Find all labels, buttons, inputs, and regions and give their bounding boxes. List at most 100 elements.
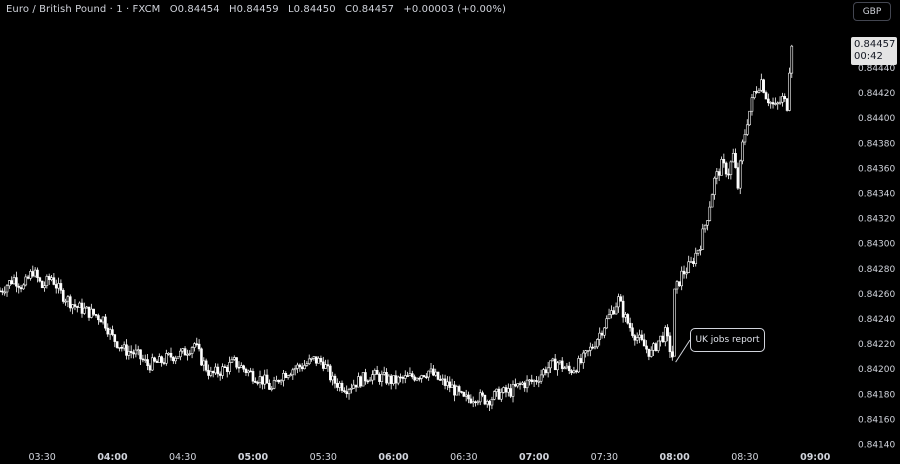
candle-body (26, 276, 30, 279)
candle-body (656, 340, 660, 351)
ohlc-change: +0.00003 (+0.00%) (403, 4, 506, 15)
candle-body (57, 283, 60, 289)
y-tick-label: 0.84180 (858, 390, 895, 400)
candle-body (598, 332, 601, 340)
candle-body (774, 103, 777, 105)
candle-body (3, 291, 6, 294)
candle-body (420, 375, 423, 379)
candle-body (132, 352, 135, 355)
currency-button[interactable]: GBP (853, 2, 891, 21)
candle-body (483, 394, 487, 405)
candle-body (399, 376, 402, 379)
candle-body (162, 362, 166, 364)
candle-body (200, 348, 203, 366)
candle-body (413, 376, 416, 381)
candle-body (785, 98, 789, 111)
candle-body (375, 370, 379, 375)
candle-body (12, 277, 16, 285)
annotation-pointer (675, 339, 691, 363)
candle-body (52, 277, 56, 285)
candle-body (50, 277, 53, 280)
candle-body (343, 390, 346, 392)
candle-body (422, 375, 426, 378)
candle-body (382, 372, 386, 375)
y-tick-label: 0.84380 (858, 139, 895, 149)
candle-body (15, 277, 18, 287)
candle-body (771, 102, 775, 105)
candle-body (619, 296, 623, 302)
candle-body (104, 316, 107, 329)
candle-body (645, 345, 648, 350)
candle-body (387, 375, 391, 384)
candle-body (247, 370, 250, 373)
candle-body (549, 360, 552, 369)
candle-body (129, 351, 133, 353)
candle-body (703, 224, 707, 230)
candle-body (694, 252, 698, 264)
candle-body (692, 261, 695, 264)
candle-body (31, 271, 35, 277)
candle-body (471, 401, 475, 404)
candle-body (474, 401, 477, 403)
candle-body (539, 374, 543, 382)
candle-body (47, 276, 51, 280)
candle-body (434, 371, 438, 376)
candle-body (354, 384, 358, 388)
candle-body (425, 376, 428, 379)
x-tick-label: 06:30 (450, 452, 477, 463)
candle-body (214, 366, 217, 374)
candle-body (352, 384, 356, 389)
candle-body (600, 332, 604, 336)
candle-body (197, 343, 201, 350)
candle-body (553, 358, 557, 371)
candle-body (113, 334, 117, 342)
candle-body (626, 314, 630, 324)
candle-body (649, 349, 653, 357)
candle-body (389, 375, 393, 384)
candle-body (537, 380, 541, 383)
candle-body (476, 401, 480, 404)
candle-body (80, 302, 84, 314)
candle-body (29, 271, 32, 279)
candle-body (326, 364, 330, 367)
candle-body (338, 382, 341, 388)
candle-body (139, 349, 142, 360)
candle-body (120, 347, 124, 349)
candle-body (769, 102, 772, 104)
candle-body (305, 363, 309, 366)
annotation-callout[interactable]: UK jobs report (690, 328, 765, 352)
ohlc-low: L0.84450 (287, 4, 336, 15)
candle-body (165, 353, 168, 364)
candle-body (101, 316, 105, 323)
candle-body (642, 339, 646, 347)
candle-body (514, 384, 517, 387)
candle-body (610, 310, 613, 315)
candle-body (378, 374, 381, 382)
candle-body (242, 365, 245, 370)
candle-body (141, 358, 145, 361)
candle-body (310, 358, 313, 360)
y-tick-label: 0.84420 (858, 89, 895, 99)
candle-body (720, 159, 723, 176)
candle-body (450, 384, 454, 388)
bar-countdown: 00:42 (854, 51, 883, 62)
candle-body (1, 290, 4, 293)
candle-body (385, 372, 388, 384)
candle-body (59, 283, 63, 291)
candle-body (167, 352, 170, 355)
candle-body (153, 357, 156, 362)
candle-body (439, 379, 442, 381)
candle-body (169, 352, 173, 358)
candle-body (415, 377, 419, 381)
candle-body (251, 371, 255, 382)
candle-body (296, 364, 299, 369)
ohlc-high: H0.84459 (229, 4, 279, 15)
candle-body (593, 346, 597, 349)
candle-body (275, 379, 278, 382)
last-price-value: 0.84457 (854, 39, 896, 50)
candle-body (612, 310, 616, 315)
candle-body (535, 380, 538, 382)
symbol-legend: Euro / British Pound · 1 · FXCM O0.84454… (6, 4, 512, 15)
candle-body (715, 171, 719, 179)
